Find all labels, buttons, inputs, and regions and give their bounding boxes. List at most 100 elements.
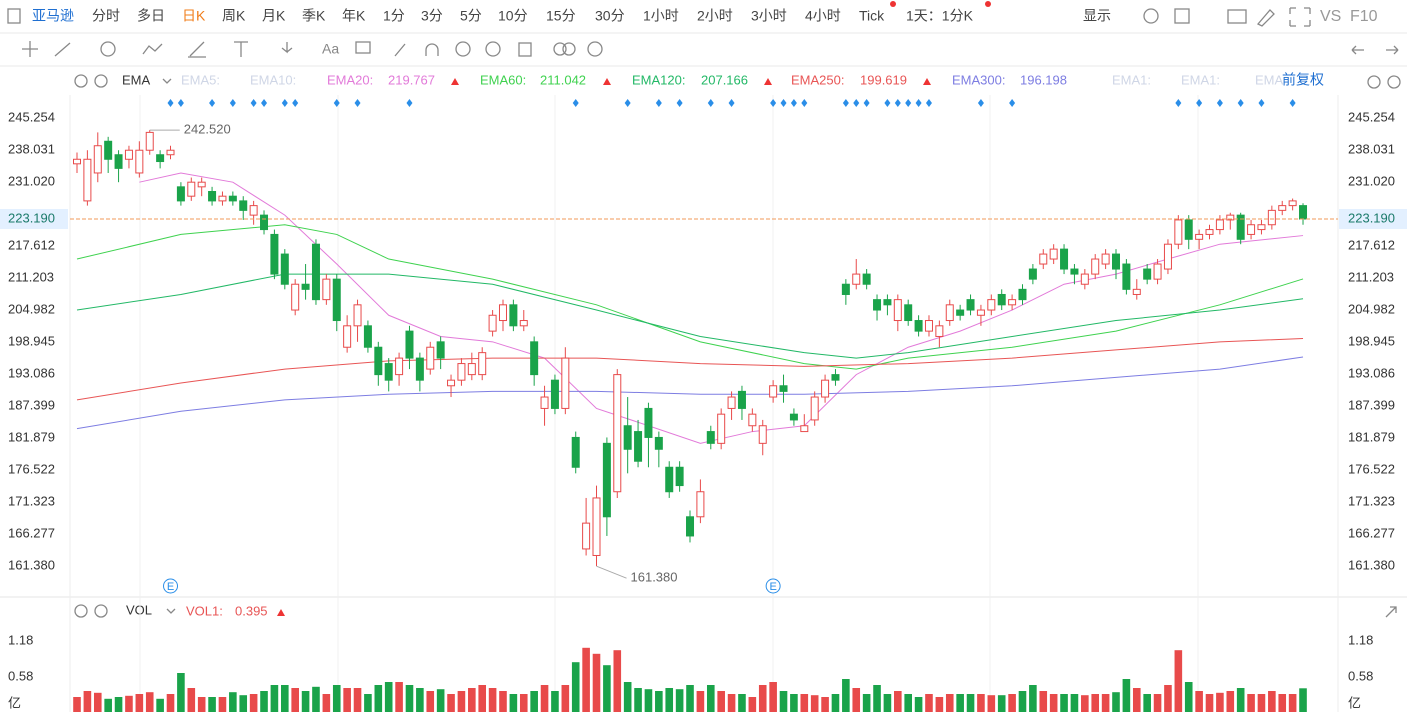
period-button[interactable]: 1分 <box>383 8 405 24</box>
vs-button[interactable]: VS <box>1320 8 1341 25</box>
period-button[interactable]: 30分 <box>595 8 625 24</box>
candle-body <box>1257 224 1266 231</box>
arrow-tool[interactable] <box>281 42 293 54</box>
display-menu[interactable]: 显示 <box>1083 8 1111 24</box>
line-tool[interactable] <box>54 42 71 57</box>
legend-label[interactable]: EMA60: <box>480 72 526 87</box>
delete-tool[interactable] <box>518 42 532 57</box>
measure-tool[interactable] <box>234 41 248 57</box>
legend-inactive[interactable]: EMA1: <box>1112 72 1151 87</box>
event-star <box>354 99 361 107</box>
draw-settings[interactable] <box>587 41 603 57</box>
indicator-close[interactable] <box>94 604 108 618</box>
ema-line <box>76 224 1304 370</box>
fib-tool[interactable] <box>188 41 206 58</box>
candle-body <box>415 357 424 381</box>
layout-icon[interactable] <box>1174 8 1190 24</box>
volume-bar <box>405 685 414 712</box>
volume-bar <box>1205 694 1214 712</box>
legend-label[interactable]: EMA20: <box>327 72 373 87</box>
brush-tool[interactable] <box>394 43 406 57</box>
interval-select[interactable]: 1天：1分K <box>906 8 974 24</box>
symbol[interactable]: 亚马逊 <box>32 8 74 24</box>
period-button[interactable]: 4小时 <box>805 8 841 24</box>
cross-tool[interactable] <box>22 41 38 57</box>
indicator-name[interactable]: EMA <box>122 72 151 87</box>
legend-label[interactable]: EMA120: <box>632 72 685 87</box>
adjust-mode[interactable]: 前复权 <box>1282 72 1324 88</box>
hide-tool[interactable] <box>485 41 501 57</box>
volume-bar <box>810 695 819 712</box>
event-marker[interactable] <box>765 578 781 594</box>
trend-arrow <box>764 78 772 85</box>
dropdown <box>166 608 176 614</box>
candle-body <box>706 431 715 444</box>
period-button[interactable]: 周K <box>222 8 246 24</box>
f10-button[interactable]: F10 <box>1350 8 1378 25</box>
compare-tool[interactable] <box>562 42 576 56</box>
wave-tool[interactable] <box>142 43 163 55</box>
period-button[interactable]: 5分 <box>460 8 482 24</box>
pen-icon[interactable] <box>1256 9 1275 27</box>
legend-inactive[interactable]: EMA <box>1255 72 1284 87</box>
event-star <box>842 99 849 107</box>
period-button[interactable]: 10分 <box>498 8 528 24</box>
expand-icon[interactable] <box>1385 606 1397 618</box>
period-button[interactable]: Tick <box>859 8 885 24</box>
y-tick-label: 161.380 <box>1348 558 1395 573</box>
text-tool[interactable]: Aa <box>322 41 339 57</box>
event-marker[interactable] <box>163 578 179 594</box>
fullscreen-icon[interactable] <box>1289 7 1311 27</box>
pane-min[interactable] <box>1367 75 1381 89</box>
period-button[interactable]: 1小时 <box>643 8 679 24</box>
lock-tool[interactable] <box>455 41 471 57</box>
period-button[interactable]: 多日 <box>137 8 165 24</box>
period-button[interactable]: 日K <box>182 8 206 24</box>
volume-bar <box>457 691 466 712</box>
candle-body <box>1236 214 1245 240</box>
volume-bar <box>613 650 622 712</box>
redo[interactable] <box>1386 45 1399 55</box>
legend-inactive[interactable]: EMA5: <box>181 72 220 87</box>
period-button[interactable]: 3小时 <box>751 8 787 24</box>
indicator-settings[interactable] <box>74 74 88 88</box>
period-button[interactable]: 月K <box>262 8 286 24</box>
indicator-settings[interactable] <box>74 604 88 618</box>
indicator-name[interactable]: VOL <box>126 602 152 617</box>
settings-icon[interactable] <box>1143 8 1159 24</box>
candle-body <box>748 413 757 427</box>
volume-bar <box>727 694 736 712</box>
legend-value: 207.166 <box>701 72 748 87</box>
y-tick-label: 204.982 <box>1348 302 1395 317</box>
volume-bar <box>229 692 237 712</box>
candle-body <box>1184 219 1193 240</box>
indicator-close[interactable] <box>94 74 108 88</box>
event-star <box>1216 99 1223 107</box>
volume-bar <box>1299 688 1307 712</box>
magnet-tool[interactable] <box>425 43 439 56</box>
period-button[interactable]: 年K <box>342 8 366 24</box>
volume-bar <box>343 688 351 712</box>
pane-max[interactable] <box>1387 75 1401 89</box>
circle-tool[interactable] <box>100 41 116 57</box>
volume-bar <box>270 685 279 712</box>
volume-bar <box>1153 694 1162 712</box>
last-price-label: 223.190 <box>1348 210 1395 225</box>
symbol-icon[interactable] <box>7 8 21 24</box>
legend-label[interactable]: EMA300: <box>952 72 1005 87</box>
period-button[interactable]: 15分 <box>546 8 576 24</box>
event-star <box>905 99 912 107</box>
legend-inactive[interactable]: EMA10: <box>250 72 296 87</box>
note-tool[interactable] <box>355 41 371 54</box>
undo[interactable] <box>1351 45 1364 55</box>
compare-tool[interactable] <box>553 42 567 56</box>
camera-icon[interactable] <box>1227 9 1247 24</box>
period-button[interactable]: 2小时 <box>697 8 733 24</box>
event-star <box>780 99 787 107</box>
period-button[interactable]: 3分 <box>421 8 443 24</box>
legend-inactive[interactable]: EMA1: <box>1181 72 1220 87</box>
volume-bar <box>1184 682 1193 712</box>
legend-label[interactable]: EMA250: <box>791 72 844 87</box>
period-button[interactable]: 分时 <box>92 8 120 24</box>
period-button[interactable]: 季K <box>302 8 326 24</box>
